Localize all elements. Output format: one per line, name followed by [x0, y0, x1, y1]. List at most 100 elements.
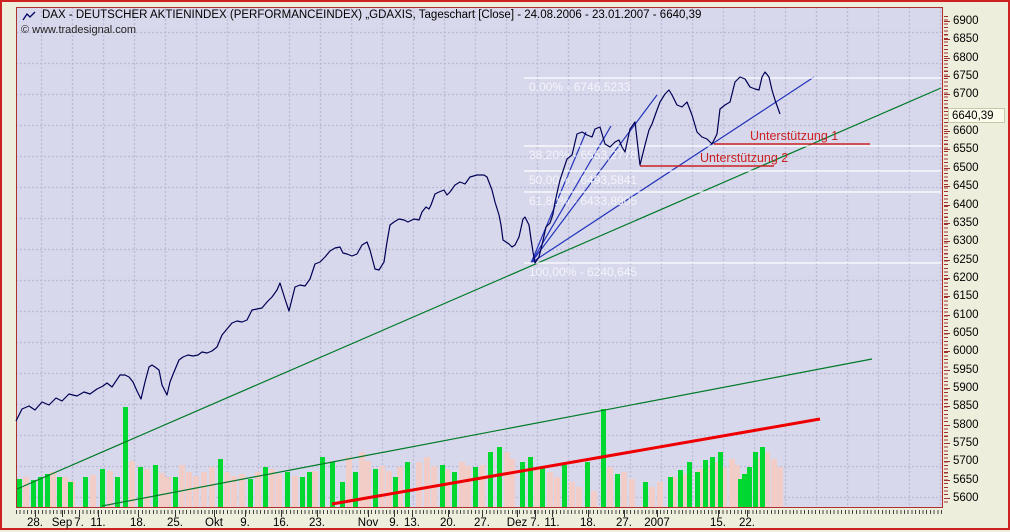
date-axis-tick: [317, 510, 318, 517]
price-axis-tick: [944, 205, 950, 206]
date-axis-tick: [214, 510, 215, 517]
date-axis-label: 2007: [644, 517, 670, 529]
date-axis-label: 7.: [74, 517, 84, 529]
date-axis-label: 9.: [389, 517, 399, 529]
price-axis-label: 5600: [953, 492, 979, 504]
date-axis-label: 25.: [167, 517, 183, 529]
date-axis-label: 7.: [530, 517, 540, 529]
date-axis-label: Sep: [51, 517, 73, 529]
price-axis-label: 6600: [953, 125, 979, 137]
price-axis-label: 6000: [953, 345, 979, 357]
date-axis-tick: [98, 510, 99, 517]
date-axis-tick: [552, 510, 553, 517]
date-axis-label: 9.: [240, 517, 250, 529]
price-axis-label: 6850: [953, 33, 979, 45]
date-axis-label: Nov: [357, 517, 379, 529]
price-axis-tick: [944, 498, 950, 499]
price-axis-label: 5700: [953, 455, 979, 467]
price-axis-label: 6300: [953, 235, 979, 247]
price-axis-label: 6750: [953, 70, 979, 82]
date-axis-label: Dez: [506, 517, 528, 529]
current-price-tag: 6640,39: [948, 108, 1005, 123]
date-axis-tick: [394, 510, 395, 517]
price-axis-tick: [944, 480, 950, 481]
price-axis-tick: [944, 370, 950, 371]
date-axis[interactable]: 28. Sep 7. 11. 18. 25. Okt 9. 16. 23. Nov 9. 13. 20. 2…: [2, 508, 1010, 532]
price-axis-tick: [944, 94, 950, 95]
price-axis-tick: [944, 461, 950, 462]
price-axis-tick: [944, 315, 950, 316]
date-axis-tick: [588, 510, 589, 517]
date-axis-label: 23.: [309, 517, 325, 529]
price-axis-label: 5950: [953, 364, 979, 376]
chart-title: DAX - DEUTSCHER AKTIENINDEX (PERFORMANCE…: [42, 9, 702, 21]
price-axis-tick: [944, 333, 950, 334]
price-axis-tick: [944, 260, 950, 261]
price-axis-label: 6800: [953, 52, 979, 64]
date-axis-label: 27.: [474, 517, 490, 529]
price-axis-label: 6400: [953, 199, 979, 211]
price-axis-label: 6700: [953, 88, 979, 100]
price-axis-tick: [944, 351, 950, 352]
price-axis-minor-ticks: [944, 16, 948, 503]
date-axis-label: Okt: [205, 517, 223, 529]
line-chart-icon: [22, 9, 38, 21]
date-axis-label: 11.: [544, 517, 560, 529]
date-axis-label: 28.: [27, 517, 43, 529]
price-axis-label: 5650: [953, 474, 979, 486]
price-axis[interactable]: 6900 6850 6800 6750 6700 6600 6550 6500 6450 6400…: [943, 2, 1010, 532]
date-axis-tick: [79, 510, 80, 517]
date-axis-tick: [35, 510, 36, 517]
date-axis-label: 22.: [739, 517, 755, 529]
price-axis-tick: [944, 406, 950, 407]
price-axis-label: 6250: [953, 254, 979, 266]
date-axis-tick: [175, 510, 176, 517]
price-axis-label: 6200: [953, 272, 979, 284]
date-axis-label: 18.: [130, 517, 146, 529]
date-axis-label: 18.: [580, 517, 596, 529]
price-axis-tick: [944, 131, 950, 132]
price-axis-tick: [944, 58, 950, 59]
date-axis-tick: [62, 510, 63, 517]
price-axis-label: 6350: [953, 217, 979, 229]
date-axis-label: 20.: [440, 517, 456, 529]
date-axis-tick: [138, 510, 139, 517]
date-axis-tick: [245, 510, 246, 517]
price-axis-tick: [944, 296, 950, 297]
price-axis-tick: [944, 443, 950, 444]
date-axis-minor-ticks: [16, 510, 943, 514]
date-axis-tick: [517, 510, 518, 517]
date-axis-label: 16.: [273, 517, 289, 529]
date-axis-tick: [747, 510, 748, 517]
date-axis-label: 13.: [404, 517, 420, 529]
price-axis-tick: [944, 425, 950, 426]
price-axis-label: 6450: [953, 180, 979, 192]
price-axis-tick: [944, 241, 950, 242]
date-axis-tick: [624, 510, 625, 517]
price-axis-tick: [944, 186, 950, 187]
date-axis-tick: [281, 510, 282, 517]
date-axis-tick: [368, 510, 369, 517]
price-axis-tick: [944, 149, 950, 150]
copyright-label: © www.tradesignal.com: [21, 24, 137, 36]
date-axis-label: 27.: [616, 517, 632, 529]
date-axis-tick: [448, 510, 449, 517]
date-axis-label: 15.: [710, 517, 726, 529]
date-axis-tick: [482, 510, 483, 517]
price-axis-tick: [944, 278, 950, 279]
price-axis-label: 6500: [953, 162, 979, 174]
price-axis-tick: [944, 223, 950, 224]
price-axis-label: 6550: [953, 143, 979, 155]
date-axis-tick: [657, 510, 658, 517]
chart-plot-area[interactable]: [16, 7, 943, 508]
price-axis-label: 6100: [953, 309, 979, 321]
price-axis-label: 6900: [953, 15, 979, 27]
price-axis-label: 6050: [953, 327, 979, 339]
price-axis-tick: [944, 388, 950, 389]
price-axis-label: 5900: [953, 382, 979, 394]
date-axis-tick: [718, 510, 719, 517]
price-axis-tick: [944, 39, 950, 40]
date-axis-label: 11.: [90, 517, 106, 529]
date-axis-tick: [412, 510, 413, 517]
